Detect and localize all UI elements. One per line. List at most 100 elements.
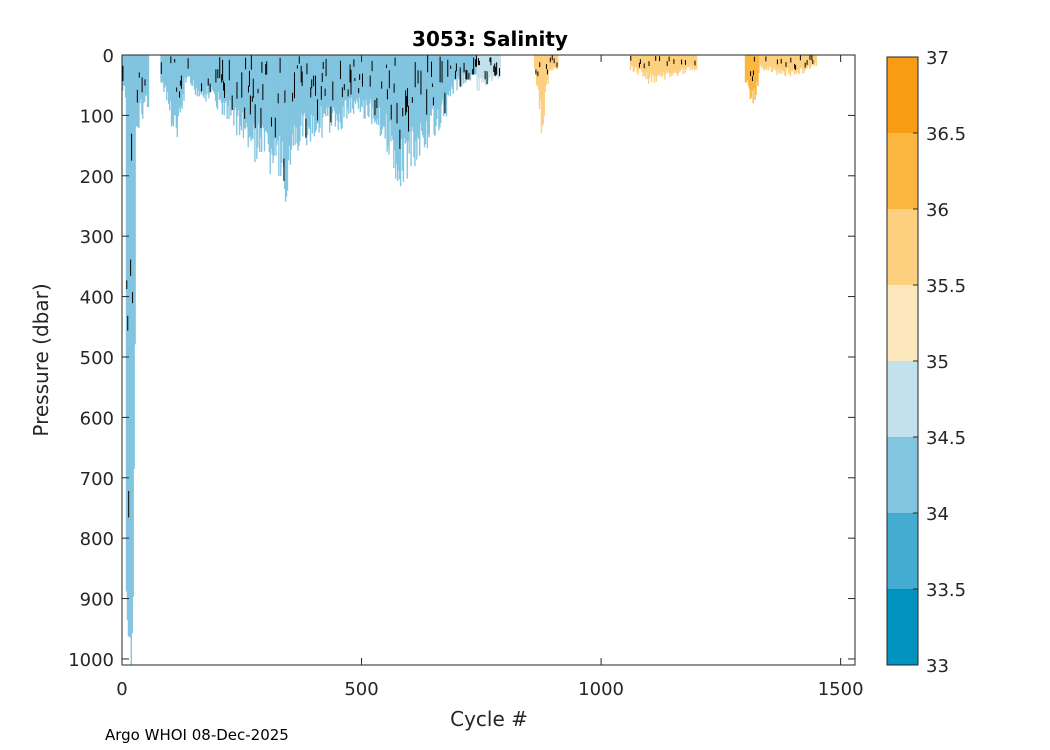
profile-bar [749, 55, 751, 100]
profile-bar [207, 55, 209, 95]
profile-bar [342, 55, 344, 107]
profile-bar [201, 55, 203, 92]
profile-bar [686, 55, 688, 67]
profile-bar [173, 55, 176, 115]
profile-bar [395, 55, 397, 179]
profile-bar [373, 55, 375, 119]
profile-bar [758, 55, 760, 74]
profile-bar [661, 55, 663, 78]
profile-bar [144, 55, 146, 102]
profile-bar [360, 55, 362, 106]
profile-bar [396, 55, 399, 181]
profile-bar [413, 55, 415, 158]
profile-bar [490, 55, 493, 82]
profile-bar [292, 55, 294, 146]
x-axis-ticks: 0 500 1000 1500 [116, 55, 864, 700]
profile-bar [762, 55, 764, 68]
profile-bar [259, 55, 262, 138]
profile-bar [267, 55, 269, 145]
profile-bar [191, 55, 194, 87]
profile-bar [630, 55, 633, 66]
profile-bar [782, 55, 784, 71]
colorbar-tick-label: 34 [926, 504, 949, 525]
profile-bar [554, 55, 556, 69]
profile-bar [462, 55, 464, 74]
y-axis-label: Pressure (dbar) [29, 283, 53, 436]
profile-bar [801, 55, 803, 69]
colorbar-tick-label: 36 [926, 200, 949, 221]
profile-bar [790, 55, 793, 72]
profile-bar [387, 55, 389, 147]
profile-bar [745, 55, 748, 82]
profile-bar [660, 55, 662, 77]
profile-bar [130, 55, 132, 665]
profile-bar [346, 55, 348, 119]
profile-bar [535, 55, 538, 86]
profile-bar [665, 55, 667, 72]
profile-bar [397, 55, 400, 171]
profile-bar [365, 55, 367, 100]
profile-bar [324, 55, 326, 114]
profile-bar [313, 55, 315, 137]
profile-bar [307, 55, 310, 128]
profile-bar [542, 55, 544, 124]
profile-bar [279, 55, 281, 136]
profile-bar [406, 55, 408, 179]
profile-bar [242, 55, 245, 139]
profile-bar [547, 55, 549, 85]
profile-bar [339, 55, 341, 123]
profile-bar [456, 55, 458, 91]
profile-bar [326, 55, 328, 108]
profile-bar [278, 55, 280, 176]
profile-bar [351, 55, 353, 98]
colorbar-segment [887, 513, 918, 589]
profile-bar [140, 55, 142, 99]
profile-bar [457, 55, 459, 77]
profile-bar [246, 55, 248, 128]
profile-bar [421, 55, 424, 136]
profile-bar [481, 55, 483, 83]
profile-bar [288, 55, 291, 146]
profile-bar [657, 55, 659, 75]
profile-bar [311, 55, 314, 134]
profile-bar [328, 55, 330, 108]
profile-bar [305, 55, 308, 146]
profile-bar [188, 55, 190, 77]
profile-bar [127, 55, 130, 637]
colorbar-segment [887, 133, 918, 209]
profile-bar [351, 55, 354, 109]
profile-bar [478, 55, 480, 91]
profile-bar [480, 55, 482, 79]
profile-bar [786, 55, 789, 69]
profile-bar [304, 55, 306, 113]
profile-bar [635, 55, 637, 69]
profile-bar [259, 55, 261, 152]
profile-bar [651, 55, 654, 74]
profile-bar [683, 55, 685, 68]
profile-bar [195, 55, 198, 89]
profile-bar [694, 55, 697, 69]
profile-bar [332, 55, 335, 108]
profile-bar [230, 55, 232, 116]
profile-bar [308, 55, 311, 129]
profile-bar [487, 55, 489, 85]
profile-bar [765, 55, 768, 71]
profile-bar [166, 55, 168, 101]
profile-bar [674, 55, 677, 71]
profile-bar [165, 55, 167, 86]
profile-bar [283, 55, 286, 190]
profile-bar [420, 55, 423, 131]
profile-bar [163, 55, 165, 92]
profile-bar [444, 55, 447, 114]
profile-bar [250, 55, 252, 142]
plot-frame [121, 54, 856, 666]
profile-bar [556, 55, 558, 70]
profile-bar [183, 55, 185, 101]
profile-bar [784, 55, 786, 76]
profile-bar [808, 55, 810, 66]
profile-bar [367, 55, 369, 116]
colorbar-segment [887, 589, 918, 665]
profile-bar [419, 55, 421, 156]
profile-bar [688, 55, 690, 68]
